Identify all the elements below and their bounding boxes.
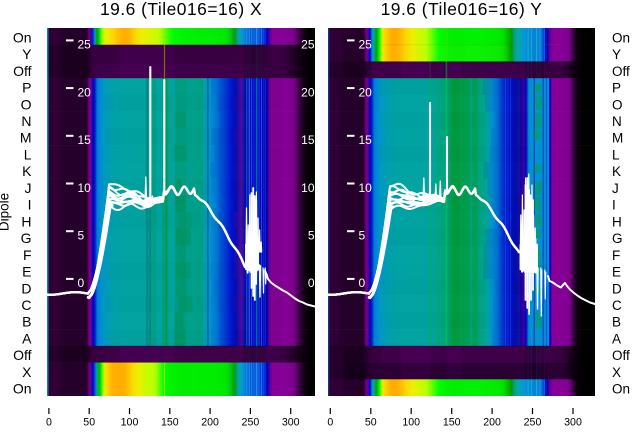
svg-text:P: P [22,80,31,96]
svg-text:20: 20 [359,85,373,99]
svg-text:15: 15 [78,133,92,147]
svg-text:F: F [612,248,620,263]
svg-text:G: G [21,230,32,246]
svg-text:M: M [612,131,623,146]
svg-text:X: X [612,365,621,380]
svg-text:0: 0 [78,276,85,290]
svg-text:X: X [22,364,32,380]
svg-text:G: G [612,231,623,246]
svg-text:L: L [612,148,620,163]
svg-text:0: 0 [327,417,333,429]
svg-text:300: 300 [564,417,582,429]
svg-text:150: 150 [161,417,179,429]
svg-text:H: H [21,213,31,229]
svg-text:10: 10 [359,181,373,195]
svg-text:P: P [612,81,621,96]
svg-text:25: 25 [301,38,315,52]
svg-text:I: I [612,198,616,213]
svg-text:100: 100 [402,417,420,429]
svg-text:F: F [23,247,32,263]
svg-text:250: 250 [524,417,542,429]
svg-text:M: M [20,130,32,146]
svg-text:Off: Off [612,348,630,363]
svg-text:20: 20 [78,85,92,99]
svg-text:250: 250 [242,417,260,429]
svg-text:O: O [21,96,32,112]
svg-text:On: On [13,29,32,45]
svg-text:C: C [612,298,622,313]
svg-text:E: E [612,265,621,280]
svg-text:50: 50 [365,417,377,429]
svg-text:150: 150 [443,417,461,429]
svg-text:25: 25 [78,38,92,52]
svg-text:H: H [612,214,622,229]
svg-text:N: N [21,113,31,129]
svg-text:On: On [612,30,630,45]
svg-text:50: 50 [83,417,95,429]
svg-text:O: O [612,97,623,112]
svg-text:On: On [13,381,32,397]
svg-text:5: 5 [78,229,85,243]
svg-text:C: C [21,297,31,313]
svg-text:K: K [22,163,32,179]
svg-text:K: K [612,164,621,179]
svg-text:Dipole: Dipole [0,193,12,231]
svg-text:Off: Off [612,64,630,79]
svg-text:19.6 (Tile016=16) Y: 19.6 (Tile016=16) Y [381,0,543,19]
svg-text:D: D [21,280,31,296]
svg-text:Off: Off [13,63,32,79]
svg-text:100: 100 [121,417,139,429]
svg-text:L: L [24,147,32,163]
svg-text:15: 15 [301,133,315,147]
svg-text:25: 25 [359,38,373,52]
svg-text:D: D [612,281,622,296]
svg-text:5: 5 [359,229,366,243]
svg-text:A: A [612,332,621,347]
svg-text:300: 300 [282,417,300,429]
svg-text:Off: Off [13,347,32,363]
svg-text:J: J [612,181,619,196]
svg-text:19.6 (Tile016=16) X: 19.6 (Tile016=16) X [100,0,262,19]
svg-text:10: 10 [301,181,315,195]
svg-text:B: B [612,315,621,330]
svg-text:Y: Y [612,47,621,62]
svg-text:20: 20 [301,85,315,99]
svg-text:N: N [612,114,622,129]
svg-text:On: On [612,382,630,397]
svg-text:A: A [22,331,32,347]
svg-text:0: 0 [359,276,366,290]
svg-text:200: 200 [483,417,501,429]
svg-text:I: I [28,197,32,213]
svg-text:B: B [22,314,31,330]
svg-text:Y: Y [22,46,32,62]
svg-text:5: 5 [308,229,315,243]
svg-text:15: 15 [359,133,373,147]
svg-text:0: 0 [46,417,52,429]
svg-text:E: E [22,264,31,280]
svg-text:0: 0 [308,276,315,290]
svg-text:10: 10 [78,181,92,195]
svg-text:200: 200 [201,417,219,429]
svg-text:J: J [25,180,32,196]
